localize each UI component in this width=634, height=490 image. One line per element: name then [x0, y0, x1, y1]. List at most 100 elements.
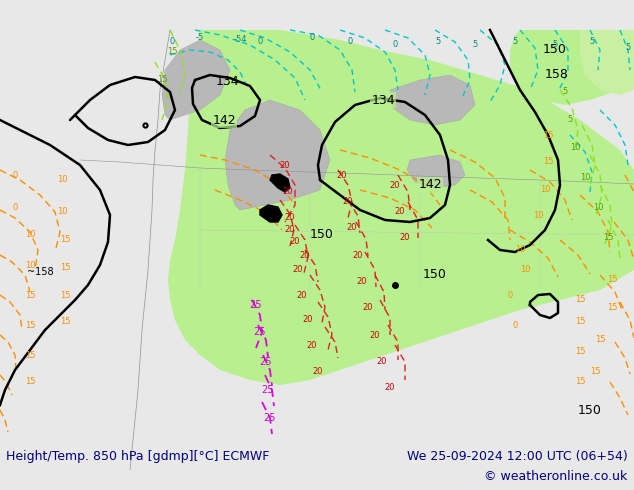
Text: 25: 25	[259, 357, 271, 367]
Text: 10: 10	[25, 261, 36, 270]
Text: 150: 150	[578, 403, 602, 416]
Text: 25: 25	[262, 385, 275, 395]
Text: 10: 10	[515, 245, 525, 254]
Text: 15: 15	[543, 130, 553, 140]
Text: 15: 15	[575, 318, 585, 326]
Text: 5: 5	[552, 41, 558, 49]
Text: 15: 15	[575, 295, 585, 304]
Polygon shape	[168, 30, 634, 385]
Text: 150: 150	[423, 269, 447, 281]
Text: 20: 20	[300, 250, 310, 260]
Text: 20: 20	[370, 330, 380, 340]
Text: 0: 0	[169, 38, 174, 47]
Text: 20: 20	[385, 384, 395, 392]
Text: 134: 134	[215, 75, 239, 89]
Text: 20: 20	[390, 180, 400, 190]
Polygon shape	[260, 205, 282, 222]
Text: 15: 15	[603, 234, 613, 243]
Text: 15: 15	[25, 291, 36, 299]
Text: 0: 0	[257, 38, 262, 47]
Text: 158: 158	[545, 69, 569, 81]
Text: 15: 15	[575, 377, 585, 387]
Text: 20: 20	[343, 197, 353, 206]
Text: 20: 20	[395, 207, 405, 217]
Text: 20: 20	[280, 161, 290, 170]
Text: 25: 25	[249, 300, 261, 310]
Text: 20: 20	[285, 214, 295, 222]
Text: 15: 15	[25, 350, 36, 360]
Text: 15: 15	[575, 347, 585, 357]
Text: 15: 15	[157, 75, 167, 84]
Text: 15: 15	[590, 368, 600, 376]
Text: 15: 15	[607, 275, 618, 285]
Text: 10: 10	[540, 186, 550, 195]
Text: 10: 10	[57, 207, 67, 217]
Text: -5: -5	[196, 33, 204, 43]
Polygon shape	[580, 30, 634, 95]
Text: 0: 0	[13, 203, 18, 213]
Text: 10: 10	[520, 266, 530, 274]
Text: 20: 20	[283, 188, 294, 196]
Text: 0: 0	[347, 38, 353, 47]
Polygon shape	[510, 30, 634, 105]
Text: We 25-09-2024 12:00 UTC (06+54): We 25-09-2024 12:00 UTC (06+54)	[407, 450, 628, 463]
Text: 5: 5	[436, 38, 441, 47]
Text: 5: 5	[562, 88, 567, 97]
Text: 20: 20	[313, 368, 323, 376]
Text: 5: 5	[590, 38, 595, 47]
Text: 20: 20	[293, 266, 303, 274]
Text: 20: 20	[337, 171, 347, 179]
Polygon shape	[162, 40, 230, 120]
Text: 150: 150	[543, 44, 567, 56]
Text: © weatheronline.co.uk: © weatheronline.co.uk	[484, 469, 628, 483]
Text: 20: 20	[297, 291, 307, 299]
Text: 20: 20	[377, 358, 387, 367]
Polygon shape	[390, 75, 475, 125]
Text: 0: 0	[309, 33, 314, 43]
Text: 10: 10	[25, 230, 36, 240]
Text: 15: 15	[595, 336, 605, 344]
Text: 10: 10	[533, 211, 543, 220]
Text: 0: 0	[392, 41, 398, 49]
Text: 150: 150	[310, 228, 334, 242]
Text: 25: 25	[254, 327, 266, 337]
Polygon shape	[407, 155, 465, 188]
Text: 20: 20	[307, 342, 317, 350]
Text: 142: 142	[212, 114, 236, 126]
Text: 0: 0	[512, 320, 517, 329]
Text: ~158: ~158	[27, 267, 53, 277]
Text: 5: 5	[625, 44, 631, 52]
Text: 20: 20	[357, 277, 367, 287]
Text: 20: 20	[290, 238, 301, 246]
Text: 10: 10	[570, 144, 580, 152]
Text: 0: 0	[507, 291, 513, 299]
Text: 20: 20	[353, 250, 363, 260]
Text: 15: 15	[25, 377, 36, 387]
Text: 10: 10	[579, 173, 590, 182]
Text: 15: 15	[167, 48, 178, 56]
Polygon shape	[225, 100, 330, 210]
Text: 20: 20	[363, 303, 373, 313]
Text: 20: 20	[400, 234, 410, 243]
Text: 15: 15	[543, 157, 553, 167]
Polygon shape	[270, 174, 290, 192]
Text: 20: 20	[285, 225, 295, 235]
Text: 15: 15	[60, 264, 70, 272]
Text: 142: 142	[418, 178, 442, 192]
Text: 15: 15	[60, 318, 70, 326]
Text: 5: 5	[567, 116, 573, 124]
Text: 5: 5	[472, 41, 477, 49]
Text: 15: 15	[60, 291, 70, 299]
Text: 15: 15	[25, 320, 36, 329]
Text: 10: 10	[593, 203, 603, 213]
Text: Height/Temp. 850 hPa [gdmp][°C] ECMWF: Height/Temp. 850 hPa [gdmp][°C] ECMWF	[6, 450, 269, 463]
Text: -54: -54	[233, 35, 247, 45]
Text: 20: 20	[347, 223, 357, 232]
Text: 134: 134	[371, 94, 395, 106]
Text: 15: 15	[60, 236, 70, 245]
Text: 0: 0	[13, 171, 18, 179]
Text: 25: 25	[264, 413, 276, 423]
Text: 10: 10	[57, 175, 67, 185]
Text: 5: 5	[512, 38, 517, 47]
Text: 20: 20	[303, 316, 313, 324]
